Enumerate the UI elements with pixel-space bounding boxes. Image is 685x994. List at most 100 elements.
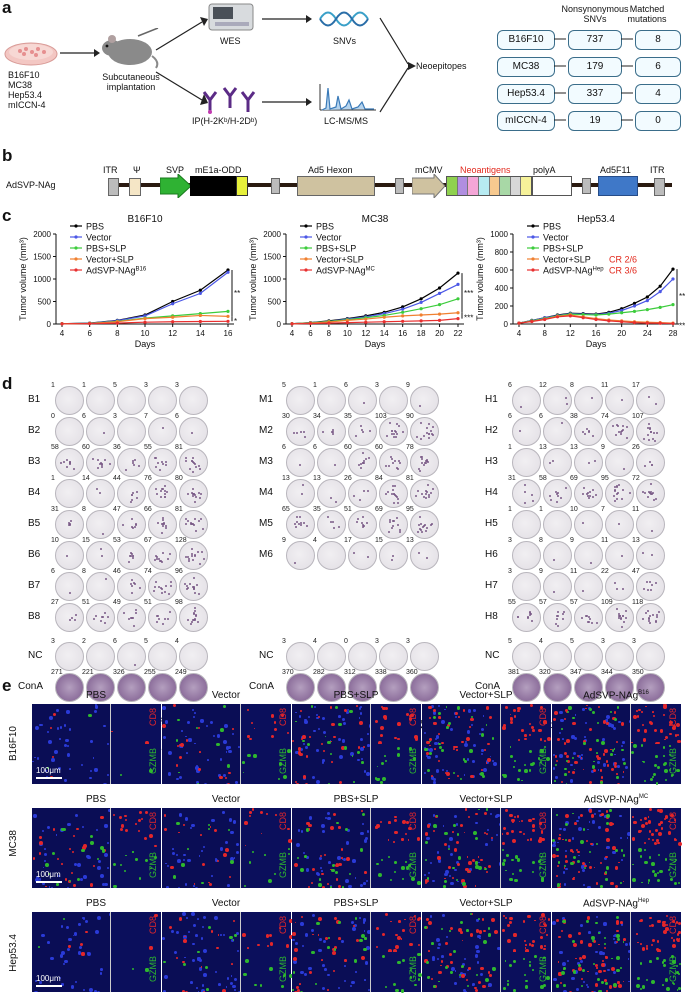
spot: [399, 530, 402, 533]
cell-signal: [423, 771, 427, 775]
spot: [366, 522, 369, 525]
table-cell-snvs: 337: [568, 84, 622, 104]
spot: [647, 439, 650, 442]
cell-signal: [472, 708, 477, 713]
cell-signal: [589, 781, 593, 784]
cell-signal: [174, 951, 178, 955]
cell-signal: [475, 861, 479, 865]
cell-signal: [413, 735, 418, 739]
spot-count: 6: [344, 382, 348, 389]
cell-signal: [555, 918, 560, 923]
cell-signal: [393, 818, 398, 823]
cell-signal: [467, 870, 470, 873]
spot: [647, 434, 650, 437]
spot: [102, 431, 105, 434]
cell-signal: [57, 874, 60, 877]
spot-count: 1: [51, 475, 55, 482]
cell-signal: [469, 912, 473, 916]
data-point: [382, 315, 386, 319]
cell-signal: [259, 984, 263, 987]
cell-signal: [66, 948, 70, 952]
cell-signal: [640, 943, 643, 946]
spot: [391, 488, 394, 491]
cell-signal: [327, 946, 330, 949]
y-tick-label: 600: [495, 266, 509, 275]
spot-count: 13: [282, 475, 290, 482]
cell-signal: [335, 863, 339, 867]
cell-signal: [543, 956, 546, 959]
cell-signal: [606, 845, 610, 850]
cell-signal: [361, 810, 364, 813]
cell-signal: [538, 860, 541, 864]
spot-count: 22: [601, 568, 609, 575]
cell-signal: [438, 943, 442, 947]
cell-signal: [343, 746, 347, 750]
cell-signal: [285, 944, 290, 948]
spot-count: 49: [113, 599, 121, 606]
cell-signal: [59, 954, 64, 959]
cell-signal: [178, 743, 182, 746]
cell-signal: [573, 768, 576, 771]
cell-signal: [513, 989, 517, 993]
cell-signal: [485, 724, 488, 726]
cell-signal: [93, 990, 97, 992]
cell-signal: [395, 989, 399, 993]
cell-signal: [455, 745, 458, 749]
cell-signal: [584, 866, 587, 869]
cell-signal: [295, 720, 297, 723]
cell-signal: [55, 834, 58, 837]
cell-signal: [309, 735, 311, 738]
cell-signal: [539, 761, 542, 764]
cell-signal: [528, 722, 531, 726]
cell-signal: [199, 751, 201, 753]
cell-signal: [329, 825, 334, 830]
spot: [193, 585, 196, 588]
cell-signal: [338, 937, 341, 940]
cell-signal: [501, 833, 504, 836]
cell-signal: [318, 727, 321, 730]
cell-signal: [226, 883, 230, 887]
cell-signal: [647, 816, 650, 818]
cell-signal: [170, 930, 174, 934]
cell-signal: [308, 823, 312, 828]
cell-signal: [501, 862, 505, 866]
cell-signal: [677, 734, 679, 736]
cell-signal: [48, 873, 50, 875]
elispot-well: [543, 417, 572, 446]
spot-count: 96: [175, 568, 183, 575]
spot: [613, 500, 616, 503]
cell-signal: [508, 963, 513, 967]
cell-signal: [244, 821, 248, 825]
cell-signal: [82, 917, 86, 921]
cell-signal: [565, 859, 569, 863]
cell-signal: [593, 866, 596, 869]
cell-signal: [305, 745, 308, 749]
legend-label: Vector+SLP: [86, 255, 134, 265]
spot: [417, 489, 420, 492]
spot: [161, 523, 164, 526]
cell-signal: [586, 984, 589, 987]
spot: [420, 522, 423, 525]
spot: [616, 485, 619, 488]
cell-signal: [567, 934, 572, 938]
cell-signal: [294, 942, 299, 946]
cell-signal: [673, 860, 676, 863]
cell-signal: [662, 745, 666, 749]
cell-signal: [363, 746, 366, 749]
gzmb-channel: [240, 952, 293, 992]
cell-signal: [51, 755, 54, 758]
cell-signal: [512, 839, 517, 844]
cell-signal: [671, 944, 676, 948]
spot: [588, 620, 591, 623]
cell-signal: [317, 916, 322, 921]
spot: [330, 496, 333, 499]
cell-signal: [336, 863, 338, 865]
elispot-well: [543, 510, 572, 539]
column-title: PBS: [85, 898, 106, 909]
cell-signal: [44, 852, 48, 857]
spot: [588, 618, 591, 621]
cell-signal: [437, 859, 441, 863]
cell-signal: [345, 841, 350, 845]
elispot-well: [286, 479, 315, 508]
cell-signal: [509, 721, 513, 725]
